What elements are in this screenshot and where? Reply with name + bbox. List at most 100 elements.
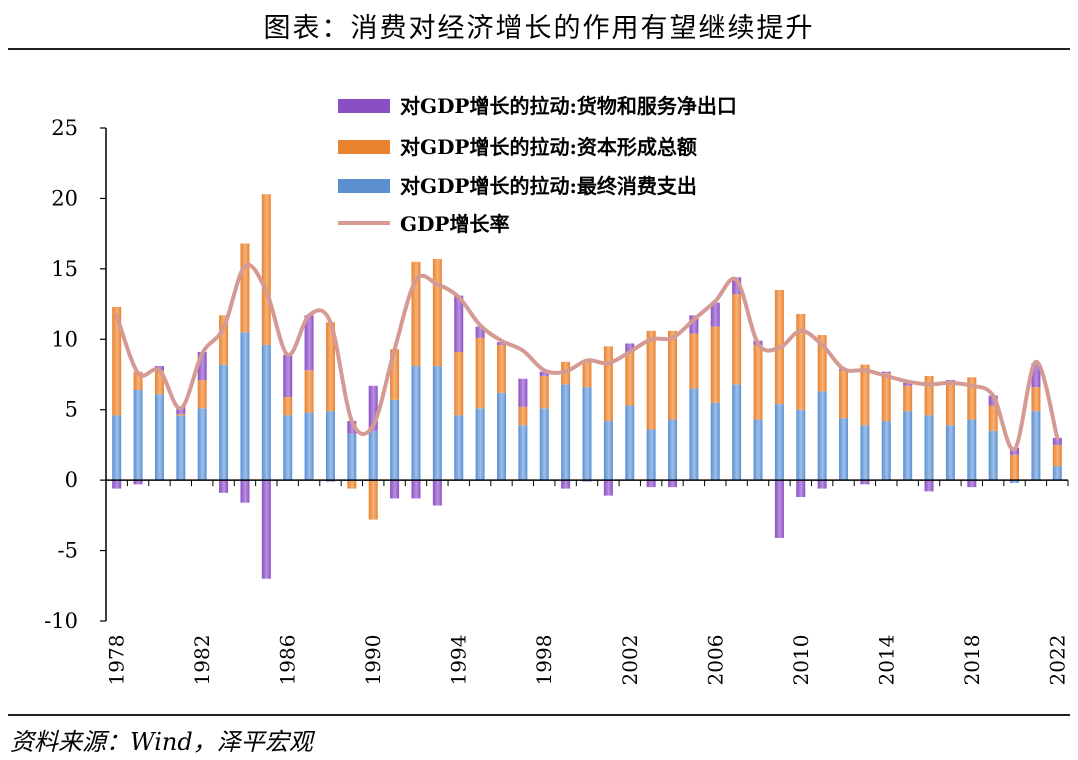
bar-final-consumption-1988	[325, 411, 335, 481]
bar-capital-formation-1988	[325, 322, 335, 412]
bar-final-consumption-1983	[219, 364, 229, 481]
bar-net-exports-1989	[347, 420, 357, 434]
bar-capital-formation-1994	[454, 351, 464, 416]
bar-net-exports-2006	[710, 302, 720, 327]
bar-capital-formation-2022	[1052, 444, 1062, 467]
bar-net-exports-1996	[496, 342, 506, 345]
bar-final-consumption-2006	[710, 402, 720, 481]
bar-final-consumption-2011	[817, 391, 827, 481]
bar-net-exports-2021	[1031, 363, 1041, 388]
legend-entry-capital-formation: 对GDP增长的拉动:资本形成总额	[338, 135, 697, 159]
bar-capital-formation-1990	[368, 480, 378, 520]
bar-final-consumption-2008	[753, 419, 763, 481]
y-tick-label: 5	[65, 398, 78, 422]
bar-final-consumption-1985	[261, 344, 271, 481]
bar-final-consumption-2013	[860, 425, 870, 481]
bar-capital-formation-1981	[176, 413, 186, 416]
bar-capital-formation-1982	[197, 380, 207, 409]
bar-net-exports-2001	[603, 480, 613, 496]
legend-entry-gdp-growth: GDP增长率	[338, 212, 509, 236]
bar-capital-formation-2006	[710, 326, 720, 403]
x-tick-label: 1994	[447, 635, 471, 686]
x-tick-label: 2022	[1045, 635, 1069, 686]
bar-capital-formation-2011	[817, 335, 827, 392]
source-divider	[8, 714, 1070, 716]
bar-net-exports-2014	[881, 371, 891, 374]
x-tick-label: 2018	[960, 635, 984, 686]
bar-final-consumption-1986	[283, 415, 293, 481]
bar-net-exports-2010	[796, 480, 806, 498]
chart-title: 图表：消费对经济增长的作用有望继续提升	[263, 13, 815, 44]
bar-capital-formation-1986	[283, 397, 293, 416]
bar-final-consumption-2017	[945, 425, 955, 481]
bar-final-consumption-1984	[240, 332, 250, 481]
bar-final-consumption-1982	[197, 408, 207, 481]
bar-capital-formation-1993	[432, 259, 442, 367]
bar-final-consumption-1998	[539, 408, 549, 481]
bar-capital-formation-1997	[518, 406, 528, 426]
bar-final-consumption-1993	[432, 366, 442, 481]
bar-final-consumption-1987	[304, 412, 314, 481]
bar-final-consumption-2012	[839, 418, 849, 481]
bar-final-consumption-2021	[1031, 411, 1041, 481]
y-tick-label: 0	[65, 468, 78, 492]
bar-capital-formation-1992	[411, 261, 421, 367]
bar-net-exports-1978	[112, 480, 122, 489]
bar-final-consumption-1997	[518, 425, 528, 481]
bar-net-exports-2016	[924, 480, 934, 492]
bar-final-consumption-2020	[1010, 480, 1020, 483]
bar-final-consumption-2018	[967, 419, 977, 481]
bar-capital-formation-2005	[689, 333, 699, 389]
bar-capital-formation-2010	[796, 313, 806, 410]
bar-capital-formation-2015	[903, 385, 913, 412]
bar-final-consumption-1981	[176, 415, 186, 481]
bar-marks	[112, 194, 1062, 579]
gdp-growth-line	[114, 262, 1060, 452]
bar-net-exports-2022	[1052, 437, 1062, 445]
legend-label-final-consumption: 对GDP增长的拉动:最终消费支出	[400, 174, 697, 198]
legend-swatch-final-consumption	[338, 179, 390, 193]
bar-net-exports-2005	[689, 315, 699, 334]
bar-net-exports-1991	[390, 480, 400, 499]
bar-final-consumption-1994	[454, 415, 464, 481]
x-tick-label: 1990	[361, 635, 385, 686]
x-tick-label: 2010	[789, 635, 813, 686]
bar-net-exports-1987	[304, 315, 314, 371]
bar-capital-formation-1995	[475, 337, 485, 409]
bar-capital-formation-2017	[945, 382, 955, 426]
bar-net-exports-2007	[732, 277, 742, 295]
y-tick-label: -10	[44, 609, 78, 633]
bar-capital-formation-1991	[390, 349, 400, 400]
bar-capital-formation-1996	[496, 344, 506, 393]
bar-capital-formation-1987	[304, 370, 314, 413]
bar-final-consumption-2007	[732, 384, 742, 481]
bar-net-exports-2003	[646, 480, 656, 488]
title-divider	[8, 48, 1070, 50]
bar-capital-formation-2020	[1010, 454, 1020, 481]
bar-capital-formation-2008	[753, 344, 763, 420]
bar-net-exports-2011	[817, 480, 827, 489]
bar-capital-formation-2013	[860, 364, 870, 426]
bar-final-consumption-2015	[903, 411, 913, 481]
bar-capital-formation-1989	[347, 480, 357, 489]
stacked-bar-line-chart: -10 -5 0 5 10 15 20 25 1978 1982 1986 1990 1994 1998 2…	[44, 94, 1069, 686]
bar-final-consumption-2001	[603, 420, 613, 481]
legend-entry-final-consumption: 对GDP增长的拉动:最终消费支出	[338, 174, 697, 198]
bar-net-exports-2013	[860, 480, 870, 485]
bar-final-consumption-2016	[924, 415, 934, 481]
bar-capital-formation-2007	[732, 294, 742, 385]
bar-final-consumption-2000	[582, 387, 592, 481]
bar-net-exports-1999	[561, 480, 571, 489]
bar-net-exports-1979	[133, 480, 143, 485]
bar-net-exports-1982	[197, 351, 207, 381]
bar-final-consumption-1991	[390, 399, 400, 481]
bar-net-exports-2018	[967, 480, 977, 488]
y-tick-label: 25	[51, 116, 78, 140]
bar-capital-formation-2012	[839, 370, 849, 419]
bar-capital-formation-1985	[261, 194, 271, 345]
legend-label-capital-formation: 对GDP增长的拉动:资本形成总额	[400, 135, 697, 159]
x-tick-label: 1982	[190, 635, 214, 686]
bar-net-exports-2015	[903, 382, 913, 386]
bar-net-exports-1995	[475, 326, 485, 338]
x-tick-label: 1978	[105, 635, 129, 686]
